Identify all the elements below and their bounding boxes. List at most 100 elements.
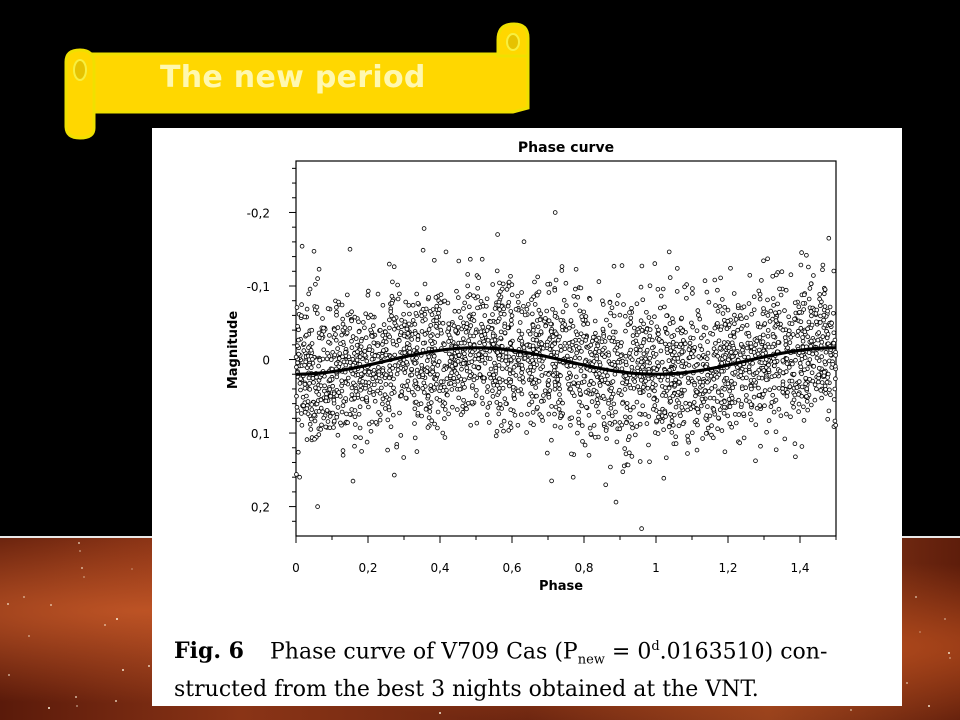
- data-point: [468, 352, 473, 358]
- data-point: [465, 272, 471, 277]
- data-point: [620, 401, 625, 406]
- data-point: [508, 425, 514, 430]
- data-point: [690, 291, 695, 296]
- data-point: [625, 462, 631, 468]
- data-point: [385, 417, 391, 423]
- data-point: [359, 371, 364, 377]
- star: [76, 704, 79, 707]
- data-point: [418, 401, 424, 407]
- data-point: [317, 335, 322, 341]
- data-point: [663, 455, 669, 461]
- data-point: [786, 332, 791, 337]
- data-point: [559, 268, 565, 273]
- data-point: [530, 327, 536, 333]
- data-point: [764, 429, 769, 435]
- data-point: [584, 404, 589, 410]
- data-point: [578, 285, 584, 291]
- data-point: [641, 321, 646, 327]
- data-point: [607, 335, 612, 340]
- data-point: [446, 411, 451, 417]
- data-point: [493, 368, 499, 374]
- data-point: [615, 359, 621, 365]
- data-point: [383, 329, 388, 335]
- data-point: [454, 407, 460, 412]
- data-point: [550, 307, 555, 312]
- data-point: [715, 287, 720, 293]
- data-point: [509, 322, 514, 327]
- data-point: [512, 396, 517, 402]
- data-point: [818, 388, 823, 393]
- data-point: [380, 368, 386, 374]
- data-point: [390, 279, 395, 285]
- data-point: [340, 316, 346, 322]
- data-point: [812, 382, 818, 388]
- caption-line-2: structed from the best 3 nights obtained…: [174, 676, 759, 702]
- data-point: [503, 379, 509, 385]
- data-point: [484, 389, 490, 395]
- data-point: [629, 306, 634, 311]
- data-point: [452, 308, 458, 314]
- data-point: [412, 378, 418, 384]
- data-point: [528, 364, 533, 370]
- data-point: [618, 392, 624, 398]
- data-point: [403, 299, 409, 305]
- data-point: [780, 389, 786, 395]
- data-point: [623, 328, 628, 334]
- data-point: [352, 443, 357, 449]
- data-point: [656, 409, 662, 415]
- data-point: [496, 356, 502, 362]
- data-point: [343, 396, 348, 401]
- data-point: [361, 320, 366, 325]
- data-point: [362, 325, 367, 331]
- data-point: [715, 399, 720, 404]
- data-point: [375, 388, 380, 394]
- data-point: [751, 350, 757, 355]
- data-point: [558, 348, 564, 353]
- data-point: [468, 323, 474, 328]
- data-point: [305, 399, 311, 404]
- data-point: [440, 430, 446, 436]
- data-point: [426, 415, 432, 421]
- data-point: [336, 299, 341, 305]
- data-point: [719, 360, 725, 366]
- data-point: [295, 324, 300, 329]
- data-point: [719, 368, 724, 374]
- data-point: [670, 345, 676, 350]
- data-point: [366, 288, 371, 294]
- data-point: [363, 311, 369, 317]
- data-point: [487, 371, 492, 377]
- data-point: [515, 293, 521, 299]
- data-point: [607, 323, 613, 328]
- data-point: [362, 353, 368, 358]
- data-point: [530, 343, 536, 349]
- data-point: [605, 373, 610, 379]
- data-point: [350, 334, 356, 339]
- data-point: [426, 354, 432, 359]
- data-point: [639, 364, 645, 370]
- data-point: [803, 381, 808, 387]
- data-point: [332, 418, 337, 424]
- data-point: [718, 275, 723, 281]
- data-point: [744, 315, 749, 321]
- data-point: [433, 377, 439, 382]
- data-point: [676, 379, 682, 385]
- star: [147, 665, 150, 668]
- data-point: [658, 348, 664, 354]
- x-axis-label: Phase: [539, 579, 583, 594]
- data-point: [409, 337, 415, 342]
- data-point: [628, 347, 634, 353]
- data-point: [629, 357, 635, 363]
- data-point: [358, 387, 363, 393]
- data-point: [815, 337, 821, 343]
- data-point: [398, 330, 404, 335]
- data-point: [583, 338, 588, 343]
- data-point: [671, 412, 677, 418]
- data-point: [727, 404, 733, 409]
- data-point: [704, 289, 710, 295]
- data-point: [800, 335, 805, 340]
- data-point: [470, 383, 475, 388]
- data-point: [586, 412, 592, 418]
- data-point: [572, 364, 577, 369]
- data-point: [542, 388, 548, 394]
- data-point: [811, 273, 816, 278]
